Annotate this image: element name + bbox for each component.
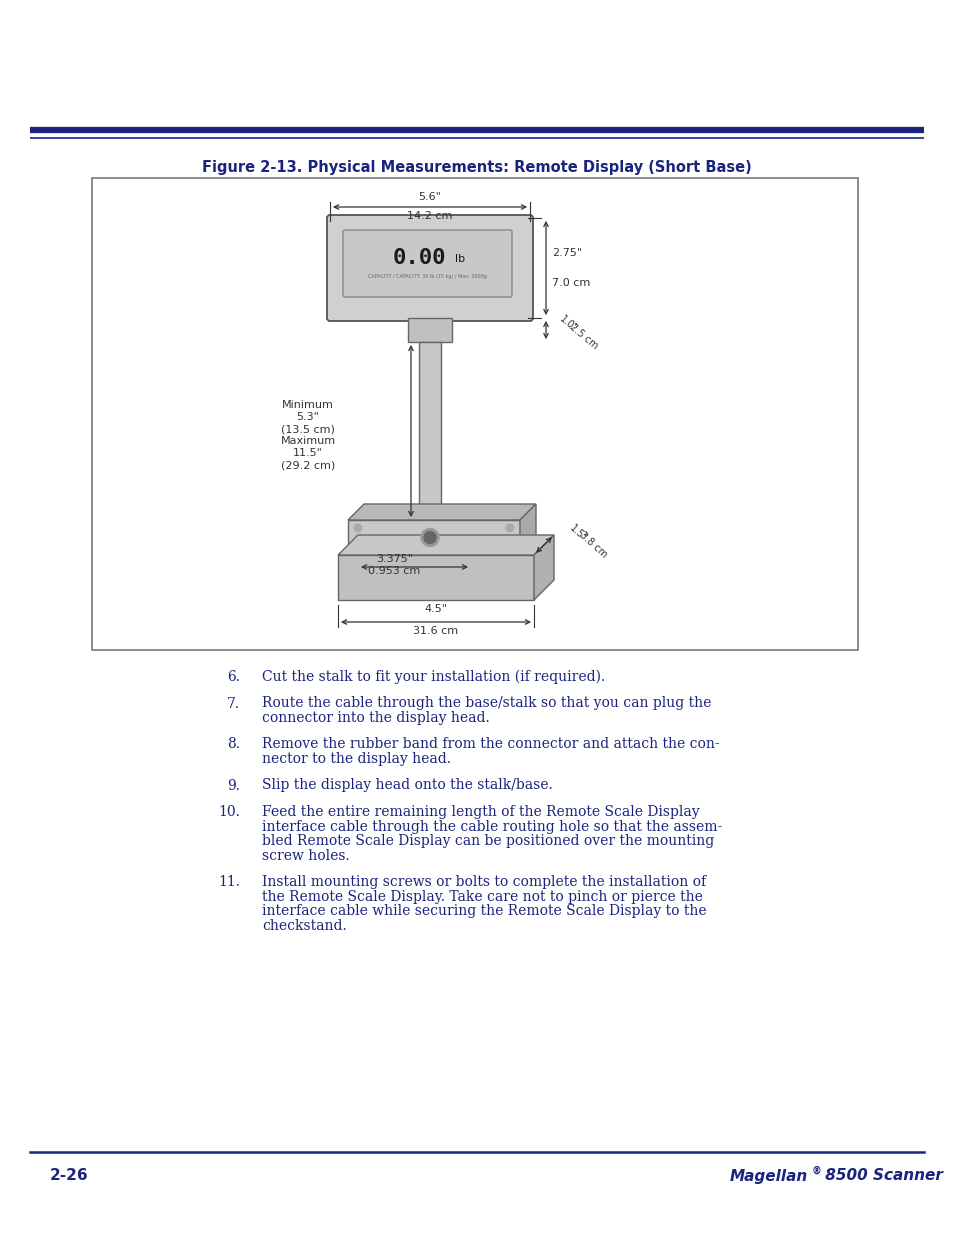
Text: screw holes.: screw holes. (262, 848, 350, 862)
Text: 5.6": 5.6" (418, 191, 441, 203)
Bar (91, 178, 857, 650)
Text: 11.5": 11.5" (293, 448, 323, 458)
Text: lb: lb (455, 253, 465, 263)
Text: 5.3": 5.3" (296, 412, 319, 422)
Text: 3.8 cm: 3.8 cm (578, 530, 609, 559)
Text: interface cable while securing the Remote Scale Display to the: interface cable while securing the Remot… (262, 904, 706, 918)
Text: 11.: 11. (218, 876, 240, 889)
Bar (418, 342, 440, 520)
Text: 10.: 10. (218, 805, 240, 819)
Text: 2.5 cm: 2.5 cm (567, 321, 599, 351)
Text: ®: ® (811, 1166, 821, 1176)
Circle shape (505, 524, 514, 532)
Circle shape (420, 529, 438, 547)
Polygon shape (534, 535, 554, 600)
Polygon shape (519, 504, 536, 555)
Text: Remove the rubber band from the connector and attach the con-: Remove the rubber band from the connecto… (262, 737, 719, 752)
Text: 6.: 6. (227, 671, 240, 684)
Text: Figure 2-13. Physical Measurements: Remote Display (Short Base): Figure 2-13. Physical Measurements: Remo… (202, 161, 751, 175)
Bar (348, 520, 519, 555)
Text: Feed the entire remaining length of the Remote Scale Display: Feed the entire remaining length of the … (262, 805, 699, 819)
Text: CAPACITY / CAPACITY: 30 lb (15 kg) / Max: 3000g: CAPACITY / CAPACITY: 30 lb (15 kg) / Max… (368, 274, 486, 279)
Bar (337, 555, 534, 600)
Text: 4.5": 4.5" (424, 604, 447, 614)
Text: 31.6 cm: 31.6 cm (413, 626, 458, 636)
FancyBboxPatch shape (327, 215, 533, 321)
Text: (13.5 cm): (13.5 cm) (281, 424, 335, 433)
Text: 3.375": 3.375" (375, 555, 413, 564)
Text: (29.2 cm): (29.2 cm) (280, 459, 335, 471)
Text: connector into the display head.: connector into the display head. (262, 711, 489, 725)
FancyBboxPatch shape (343, 230, 512, 296)
Text: 7.: 7. (227, 697, 240, 710)
Text: 0.00: 0.00 (393, 248, 446, 268)
Text: 7.0 cm: 7.0 cm (552, 278, 590, 288)
Text: interface cable through the cable routing hole so that the assem-: interface cable through the cable routin… (262, 820, 721, 834)
Text: nector to the display head.: nector to the display head. (262, 752, 451, 766)
Text: 8500 Scanner: 8500 Scanner (820, 1168, 942, 1183)
Polygon shape (348, 504, 536, 520)
Text: 1.0": 1.0" (558, 314, 579, 335)
Text: Cut the stalk to fit your installation (if required).: Cut the stalk to fit your installation (… (262, 671, 604, 684)
Bar (408, 317, 452, 342)
Text: 9.: 9. (227, 778, 240, 793)
Circle shape (423, 531, 436, 543)
Text: 2.75": 2.75" (552, 248, 581, 258)
Text: Minimum: Minimum (282, 400, 334, 410)
Polygon shape (337, 535, 554, 555)
Text: Install mounting screws or bolts to complete the installation of: Install mounting screws or bolts to comp… (262, 876, 705, 889)
Text: 2-26: 2-26 (50, 1168, 89, 1183)
Text: Slip the display head onto the stalk/base.: Slip the display head onto the stalk/bas… (262, 778, 552, 793)
Text: Route the cable through the base/stalk so that you can plug the: Route the cable through the base/stalk s… (262, 697, 711, 710)
Text: checkstand.: checkstand. (262, 919, 346, 932)
Text: bled Remote Scale Display can be positioned over the mounting: bled Remote Scale Display can be positio… (262, 834, 714, 848)
Text: Magellan: Magellan (729, 1168, 807, 1183)
Text: Maximum: Maximum (280, 436, 335, 446)
Text: 1.5": 1.5" (567, 522, 589, 543)
Text: 0.953 cm: 0.953 cm (368, 566, 420, 576)
Text: 8.: 8. (227, 737, 240, 752)
Circle shape (354, 524, 361, 532)
Text: the Remote Scale Display. Take care not to pinch or pierce the: the Remote Scale Display. Take care not … (262, 889, 702, 904)
Text: 14.2 cm: 14.2 cm (407, 211, 453, 221)
